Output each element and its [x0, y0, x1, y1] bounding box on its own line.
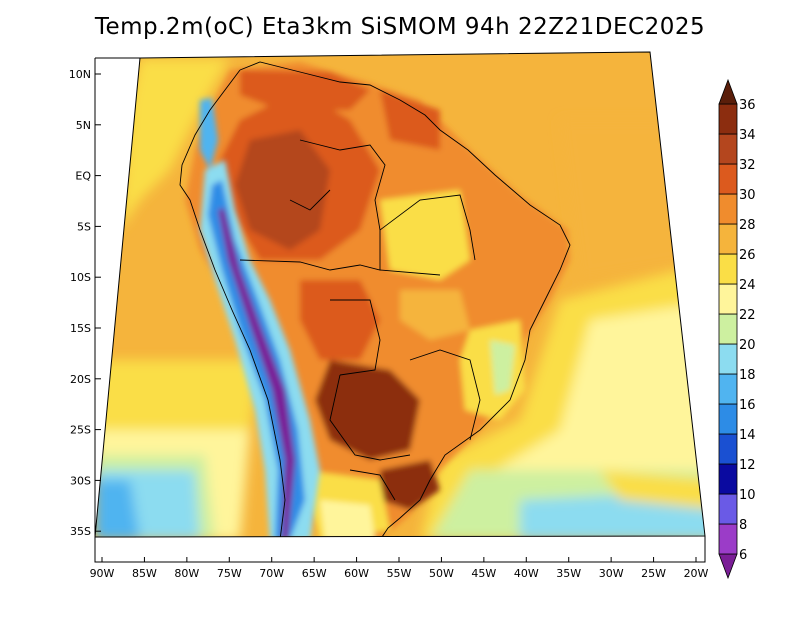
colorbar-label: 30 — [739, 188, 756, 203]
colorbar-swatch — [718, 373, 738, 405]
lat-label: 20S — [70, 373, 91, 386]
map-title: Temp.2m(oC) Eta3km SiSMOM 94h 22Z21DEC20… — [94, 14, 706, 40]
colorbar-swatch — [718, 493, 738, 525]
lat-label: 35S — [70, 525, 91, 538]
lon-label: 45W — [471, 567, 496, 580]
colorbar-swatch — [718, 403, 738, 435]
colorbar-swatch — [718, 313, 738, 345]
colorbar-swatch — [718, 223, 738, 255]
lon-label: 40W — [514, 567, 539, 580]
country-borders — [179, 61, 571, 537]
lon-label: 60W — [344, 567, 369, 580]
temperature-field — [95, 52, 705, 537]
colorbar-label: 8 — [739, 518, 747, 533]
colorbar-swatch — [718, 163, 738, 195]
colorbar-label: 20 — [739, 338, 756, 353]
lon-label: 30W — [599, 567, 624, 580]
colorbar: 6 8 10 12 14 16 18 20 22 24 26 28 30 32 34 36 — [718, 78, 756, 580]
lon-label: 90W — [90, 567, 115, 580]
colorbar-swatch — [718, 283, 738, 315]
colorbar-label: 18 — [739, 368, 756, 383]
colorbar-swatch — [718, 103, 738, 135]
lon-label: 25W — [641, 567, 666, 580]
lon-label: 20W — [684, 567, 709, 580]
longitude-axis: 90W 85W 80W 75W 70W 65W 60W 55W 50W 45W 40W 35W 30W 2… — [90, 557, 709, 580]
lon-label: 85W — [132, 567, 157, 580]
colorbar-swatch — [718, 253, 738, 285]
colorbar-label: 28 — [739, 218, 756, 233]
lon-label: 80W — [174, 567, 199, 580]
lat-label: EQ — [75, 170, 91, 183]
lon-label: 75W — [217, 567, 242, 580]
lat-label: 30S — [70, 474, 91, 487]
colorbar-label: 12 — [739, 458, 756, 473]
colorbar-label: 34 — [739, 128, 756, 143]
lat-label: 15S — [70, 322, 91, 335]
colorbar-swatch — [718, 133, 738, 165]
lat-label: 10S — [70, 271, 91, 284]
latitude-axis: 10N 5N EQ 5S 10S 15S 20S 25S 30S 35S — [69, 68, 101, 538]
lon-label: 65W — [302, 567, 327, 580]
colorbar-arrow-high — [718, 78, 738, 105]
lat-label: 10N — [69, 68, 91, 81]
colorbar-label: 14 — [739, 428, 756, 443]
colorbar-swatch — [718, 433, 738, 465]
colorbar-label: 36 — [739, 98, 756, 113]
colorbar-label: 32 — [739, 158, 756, 173]
lon-label: 50W — [429, 567, 454, 580]
colorbar-swatch — [718, 193, 738, 225]
lon-label: 35W — [556, 567, 581, 580]
lat-label: 5N — [76, 119, 91, 132]
colorbar-label: 24 — [739, 278, 756, 293]
colorbar-label: 22 — [739, 308, 756, 323]
lat-label: 25S — [70, 424, 91, 437]
colorbar-label: 16 — [739, 398, 756, 413]
colorbar-label: 10 — [739, 488, 756, 503]
colorbar-swatch — [718, 523, 738, 555]
colorbar-arrow-low — [718, 553, 738, 580]
lon-label: 70W — [259, 567, 284, 580]
colorbar-swatch — [718, 343, 738, 375]
colorbar-label: 26 — [739, 248, 756, 263]
lat-label: 5S — [77, 220, 91, 233]
colorbar-swatch — [718, 463, 738, 495]
colorbar-label: 6 — [739, 548, 747, 563]
lon-label: 55W — [387, 567, 412, 580]
